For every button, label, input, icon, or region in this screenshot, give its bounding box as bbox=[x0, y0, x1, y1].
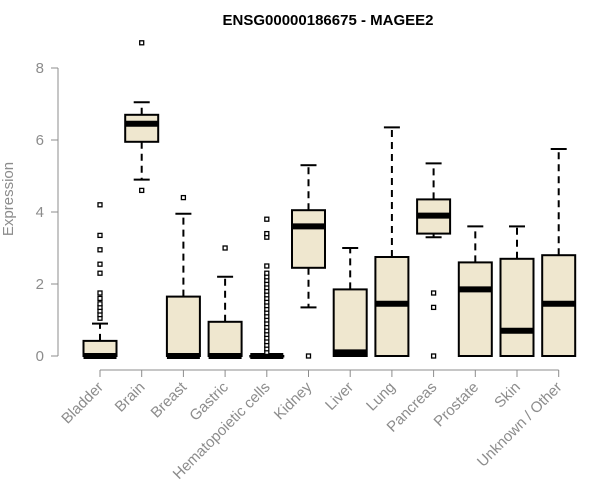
box-group bbox=[291, 164, 326, 359]
box-group bbox=[165, 194, 201, 359]
box-group bbox=[499, 225, 535, 357]
box-group bbox=[332, 247, 368, 357]
x-tick-label: Bladder bbox=[58, 379, 107, 428]
outlier-point bbox=[139, 40, 145, 46]
outlier-point bbox=[97, 247, 103, 253]
y-tick-label: 0 bbox=[36, 348, 44, 365]
box-iqr bbox=[165, 295, 201, 358]
box-iqr bbox=[207, 320, 243, 357]
outlier-point bbox=[264, 270, 270, 276]
outlier-point bbox=[97, 290, 103, 296]
x-tick-label: Kidney bbox=[271, 378, 316, 423]
x-tick-label: Liver bbox=[322, 379, 357, 414]
x-tick-label: Lung bbox=[363, 379, 399, 415]
box-group bbox=[249, 216, 285, 359]
box-group bbox=[374, 126, 410, 357]
outlier-point bbox=[139, 187, 145, 194]
y-tick-label: 4 bbox=[36, 204, 44, 221]
y-tick-label: 6 bbox=[36, 132, 44, 149]
box-group bbox=[457, 225, 493, 357]
outlier-point bbox=[264, 230, 270, 237]
outlier-point bbox=[264, 216, 270, 222]
outlier-point bbox=[222, 245, 228, 251]
outlier-point bbox=[97, 295, 103, 302]
chart-title: ENSG00000186675 - MAGEE2 bbox=[223, 12, 434, 29]
outlier-point bbox=[97, 232, 103, 239]
box-iqr bbox=[124, 113, 160, 143]
plot-area bbox=[82, 40, 577, 359]
outlier-point bbox=[97, 202, 103, 208]
y-tick-label: 8 bbox=[36, 60, 44, 77]
x-tick-label: Prostate bbox=[431, 379, 483, 431]
box-group bbox=[541, 148, 577, 357]
outlier-point bbox=[305, 353, 312, 359]
outlier-point bbox=[430, 353, 437, 359]
x-tick-label: Breast bbox=[148, 378, 191, 421]
outlier-point bbox=[97, 270, 103, 276]
outlier-point bbox=[430, 304, 437, 311]
outlier-point bbox=[97, 261, 103, 267]
outlier-point bbox=[264, 263, 270, 269]
outlier-point bbox=[97, 301, 103, 307]
outlier-point bbox=[430, 290, 437, 296]
outlier-point bbox=[180, 194, 187, 201]
box-group bbox=[416, 162, 452, 359]
box-iqr bbox=[291, 209, 326, 269]
box-iqr bbox=[499, 257, 535, 357]
box-iqr bbox=[332, 288, 368, 357]
y-tick-label: 2 bbox=[36, 276, 44, 293]
box-group bbox=[82, 202, 118, 359]
box-group bbox=[124, 40, 160, 194]
box-iqr bbox=[457, 261, 493, 357]
box-group bbox=[207, 245, 243, 359]
x-tick-label: Skin bbox=[491, 379, 524, 412]
x-tick-label: Brain bbox=[112, 379, 149, 416]
y-axis: 0 2 4 6 8 bbox=[36, 60, 59, 365]
y-axis-label: Expression bbox=[0, 162, 17, 236]
